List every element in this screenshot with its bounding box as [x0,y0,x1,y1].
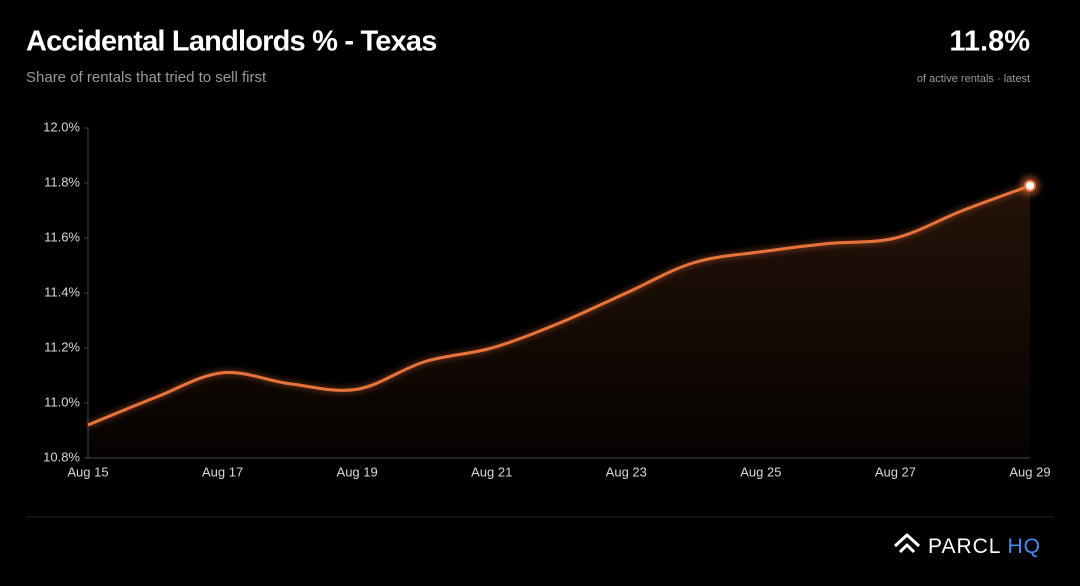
kpi-caption: of active rentals · latest [917,73,1030,85]
x-tick-label: Aug 27 [875,464,916,479]
kpi-value: 11.8% [949,26,1030,58]
x-tick-label: Aug 15 [67,464,108,479]
chart-subtitle: Share of rentals that tried to sell firs… [26,69,267,86]
brand-logo [893,533,921,554]
y-tick-label: 11.0% [44,394,80,409]
x-tick-label: Aug 17 [202,464,243,479]
y-tick-label: 11.8% [44,174,80,189]
brand-accent: HQ [1007,535,1041,558]
end-point [1024,179,1036,192]
brand: PARCL HQ [928,535,1041,558]
x-tick-label: Aug 21 [471,464,512,479]
y-tick-label: 11.2% [44,339,80,354]
y-tick-label: 11.6% [44,229,80,244]
line [87,184,1031,427]
y-tick-label: 11.4% [44,284,80,299]
y-tick-label: 12.0% [43,119,80,134]
chart-title: Accidental Landlords % - Texas [26,26,437,58]
x-tick-label: Aug 25 [740,464,781,479]
brand-name: PARCL [928,535,1001,558]
y-tick-label: 10.8% [43,449,80,464]
x-tick-label: Aug 29 [1009,464,1050,479]
x-tick-label: Aug 19 [337,464,378,479]
x-tick-label: Aug 23 [606,464,647,479]
